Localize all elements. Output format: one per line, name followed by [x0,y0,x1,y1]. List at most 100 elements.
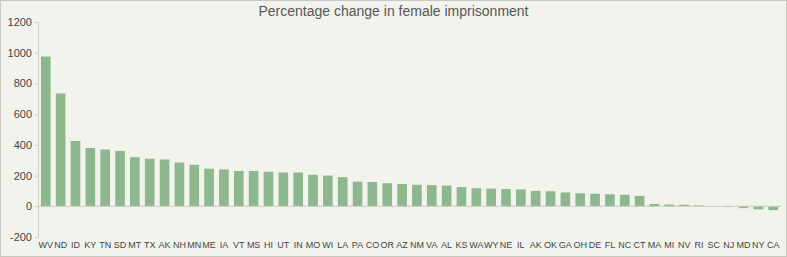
x-tick: NJ [723,237,734,250]
bar [278,173,288,207]
y-tick: 600 [14,108,38,120]
x-tick-label: OK [544,240,557,250]
bar [368,182,378,206]
y-tick-label: 600 [14,108,32,120]
x-tick: RI [694,237,703,250]
x-tick: LA [337,237,348,250]
bar [471,188,481,206]
y-tick-label: 1000 [8,47,32,59]
x-tick-label: OR [380,240,394,250]
x-tick-label: WA [469,240,483,250]
x-tick-label: NV [678,240,691,250]
y-tick: 1200 [8,16,38,28]
x-tick-label: DE [589,240,602,250]
x-tick: NH [173,237,186,250]
y-tick-mark [35,237,38,238]
x-tick-label: TN [99,240,111,250]
x-tick: IN [294,237,303,250]
x-tick-label: MD [737,240,751,250]
x-tick: AL [441,237,452,250]
bar [145,159,155,207]
x-tick-label: SC [708,240,721,250]
bar [71,141,81,206]
x-tick-label: AK [530,240,542,250]
x-tick-label: IA [220,240,229,250]
y-tick-label: 800 [14,77,32,89]
bar [590,194,600,207]
bar [204,169,214,207]
y-tick: 200 [14,170,38,182]
x-tick: ND [54,237,67,250]
y-tick-mark [35,114,38,115]
x-tick: DE [589,237,602,250]
x-tick: KS [455,237,467,250]
x-tick: PA [352,237,363,250]
x-tick: MS [247,237,260,250]
bar [620,195,630,207]
bar [293,173,303,207]
x-tick-label: IL [517,240,525,250]
y-tick-label: 200 [14,170,32,182]
bar [561,192,571,206]
x-tick-label: MT [128,240,141,250]
title: Percentage change in female imprisonment [258,3,528,19]
x-tick: HI [264,237,273,250]
y-tick-mark [35,53,38,54]
chart: Percentage change in female imprisonment… [0,0,787,257]
x-tick-label: NH [173,240,186,250]
x-tick-label: TX [144,240,156,250]
bar [768,206,778,210]
y-tick: 800 [14,77,38,89]
x-tick: VA [426,237,437,250]
y-tick: 400 [14,139,38,151]
x-tick-label: OH [573,240,587,250]
y-tick-label: 400 [14,139,32,151]
x-tick: KY [84,237,96,250]
x-tick-label: RI [694,240,703,250]
x-tick-label: VA [426,240,437,250]
bar [308,175,318,206]
x-tick: NC [618,237,631,250]
bar [442,186,452,207]
bar [41,57,51,207]
x-tick-label: MA [648,240,662,250]
x-tick: CO [366,237,380,250]
bars [41,57,778,211]
x-tick-label: AL [441,240,452,250]
x-tick-label: MI [664,240,674,250]
bar [546,191,556,206]
bar [323,176,333,207]
x-tick: MD [737,237,751,250]
bar [86,148,96,206]
y-tick-mark [35,145,38,146]
x-tick: FL [605,237,616,250]
bar [382,183,392,206]
y-tick-mark [35,83,38,84]
x-tick-label: CT [634,240,646,250]
y-tick-label: -200 [10,231,32,243]
x-tick: IA [220,237,229,250]
x-tick: GA [559,237,572,250]
x-tick: NE [500,237,513,250]
bar [160,159,170,206]
x-tick: OH [573,237,587,250]
x-tick-label: ID [71,240,81,250]
bar [486,189,496,207]
x-tick: CT [634,237,646,250]
x-tick: OK [544,237,557,250]
bar [516,189,526,206]
x-tick: TN [99,237,111,250]
x-tick-label: KY [84,240,96,250]
x-tick-label: GA [559,240,572,250]
y-tick-mark [35,176,38,177]
x-tick: OR [380,237,394,250]
x-tick-label: WY [484,240,499,250]
x-tick: ME [202,237,216,250]
y-tick: -200 [10,231,38,243]
bar [56,93,66,206]
x-tick-label: NM [410,240,424,250]
x-tick-label: SD [114,240,127,250]
x-tick-label: WV [39,240,54,250]
y-tick-label: 1200 [8,16,32,28]
x-tick: ID [71,237,81,250]
